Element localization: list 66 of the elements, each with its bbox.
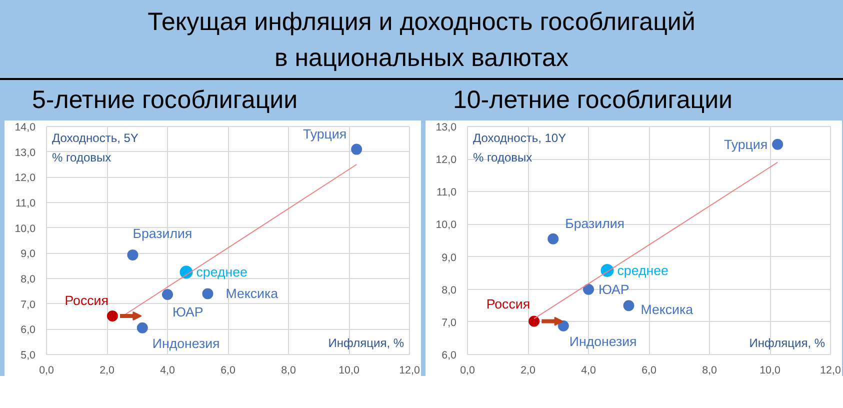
series-label: Индонезия (569, 334, 637, 349)
point (162, 288, 173, 300)
y-tick-label: 7,0 (442, 316, 457, 329)
series-label: Мексика (640, 302, 694, 318)
x-tick-label: 8,0 (281, 364, 296, 376)
x-tick-label: 0,0 (39, 364, 54, 376)
point (772, 138, 784, 150)
x-tick-label: 8,0 (702, 364, 717, 376)
series-label: Россия (64, 292, 108, 308)
y-tick-label: 9,0 (20, 248, 36, 260)
y-tick-label: 6,0 (20, 324, 36, 336)
y-axis-title: Доходность, 10Y % годовых (472, 131, 566, 165)
point (528, 316, 540, 327)
series-label: Турция (302, 126, 347, 142)
series-label: ЮАР (598, 282, 630, 297)
y-tick-label: 5,0 (20, 350, 36, 362)
chart-subtitle: 5-летние гособлигации (32, 85, 298, 116)
x-tick-label: 4,0 (160, 364, 175, 376)
x-tick-label: 6,0 (220, 364, 236, 376)
series-label: Турция (724, 136, 768, 152)
y-axis-title: Доходность, 5Y % годовых (52, 131, 138, 165)
y-tick-label: 11,0 (16, 198, 36, 210)
y-tick-label: 9,0 (442, 252, 457, 264)
x-tick-label: 10,0 (760, 364, 780, 376)
y-tick-label: 12,0 (14, 172, 36, 184)
x-tick-label: 12,0 (399, 364, 420, 376)
point (106, 310, 118, 322)
series-label: Бразилия (132, 226, 192, 241)
y-tick-label: 12,0 (436, 154, 457, 166)
series-label: Бразилия (565, 216, 625, 231)
point (202, 288, 214, 300)
x-axis-title: Инфляция, % (749, 336, 826, 350)
x-tick-label: 6,0 (642, 364, 656, 376)
point (180, 266, 193, 279)
x-tick-label: 12,0 (820, 364, 841, 376)
x-tick-label: 2,0 (520, 364, 536, 376)
series-label: среднее (196, 264, 248, 280)
x-tick-label: 2,0 (100, 364, 114, 376)
point (351, 144, 362, 155)
point (583, 284, 594, 295)
y-tick-label: 6,0 (442, 350, 457, 362)
point (136, 322, 148, 334)
x-tick-label: 10,0 (338, 364, 360, 376)
series-label: Индонезия (152, 336, 220, 351)
series-label: Россия (486, 296, 530, 312)
point (127, 249, 138, 260)
y-tick-label: 14,0 (14, 122, 36, 134)
x-axis-title: Инфляция, % (328, 336, 404, 350)
chart-title: Текущая инфляция и доходность гособлигаций в национальных валютах (148, 7, 696, 74)
y-tick-label: 10,0 (436, 219, 457, 232)
y-tick-label: 8,0 (442, 284, 457, 296)
series-label: среднее (617, 262, 668, 278)
point (558, 320, 569, 332)
y-tick-label: 13,0 (436, 122, 457, 134)
y-tick-label: 11,0 (436, 186, 457, 199)
y-tick-label: 8,0 (20, 274, 36, 286)
y-tick-label: 7,0 (20, 298, 36, 311)
x-tick-label: 0,0 (460, 364, 475, 376)
point (623, 300, 634, 312)
chart-subtitle: 10-летние гособлигации (453, 85, 732, 116)
series-label: ЮАР (172, 304, 204, 320)
x-tick-label: 4,0 (581, 364, 596, 376)
series-label: Мексика (226, 286, 279, 302)
y-tick-label: 13,0 (14, 146, 36, 159)
y-tick-label: 10,0 (14, 222, 36, 235)
point (548, 233, 559, 244)
